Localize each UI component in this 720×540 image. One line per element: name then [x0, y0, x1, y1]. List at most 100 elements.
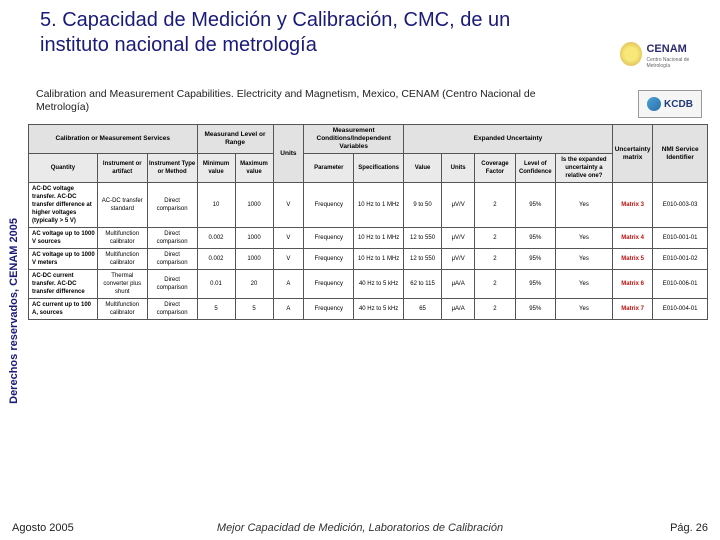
cell: Yes	[555, 249, 612, 270]
cell: 2	[475, 228, 515, 249]
kcdb-logo: KCDB	[638, 90, 702, 118]
cenam-logo-icon	[620, 42, 642, 66]
cell: Thermal converter plus shunt	[97, 270, 147, 299]
col-parameter: Parameter	[304, 154, 354, 183]
col-relative: Is the expanded uncertainty a relative o…	[555, 154, 612, 183]
cell: Multifunction calibrator	[97, 228, 147, 249]
cell: 10	[197, 183, 235, 228]
cell: 5	[197, 299, 235, 320]
cell: A	[273, 299, 304, 320]
cell: Multifunction calibrator	[97, 249, 147, 270]
cell: 0.002	[197, 228, 235, 249]
cell: μA/A	[442, 270, 475, 299]
cell: AC-DC transfer standard	[97, 183, 147, 228]
footer-title: Mejor Capacidad de Medición, Laboratorio…	[0, 522, 720, 534]
cell: 95%	[515, 270, 555, 299]
cenam-logo-text: CENAM	[646, 43, 686, 55]
cell: Yes	[555, 228, 612, 249]
cell: E010-004-01	[653, 299, 708, 320]
cell: AC voltage up to 1000 V meters	[29, 249, 98, 270]
cell: E010-006-01	[653, 270, 708, 299]
cell: A	[273, 270, 304, 299]
kcdb-text: KCDB	[664, 99, 693, 110]
col-coverage: Coverage Factor	[475, 154, 515, 183]
cell: Frequency	[304, 228, 354, 249]
cell: μV/V	[442, 228, 475, 249]
copyright-sidebar: Derechos reservados, CENAM 2005	[6, 176, 22, 446]
cell: Frequency	[304, 249, 354, 270]
cell: 65	[404, 299, 442, 320]
cell: Direct comparison	[147, 249, 197, 270]
cell: Matrix 6	[612, 270, 652, 299]
cell: E010-001-02	[653, 249, 708, 270]
group-conditions: Measurement Conditions/Independent Varia…	[304, 125, 404, 154]
col-instrument: Instrument or artifact	[97, 154, 147, 183]
cell: 95%	[515, 183, 555, 228]
col-matrix: Uncertainty matrix	[612, 125, 652, 183]
cell: 0.01	[197, 270, 235, 299]
cell: Direct comparison	[147, 228, 197, 249]
cell: AC current up to 100 A, sources	[29, 299, 98, 320]
cell: μA/A	[442, 299, 475, 320]
cell: E010-003-03	[653, 183, 708, 228]
cell: 62 to 115	[404, 270, 442, 299]
cell: Frequency	[304, 183, 354, 228]
cell: 40 Hz to 5 kHz	[354, 270, 404, 299]
table-row: AC current up to 100 A, sourcesMultifunc…	[29, 299, 708, 320]
col-confidence: Level of Confidence	[515, 154, 555, 183]
cell: 2	[475, 183, 515, 228]
group-uncertainty: Expanded Uncertainty	[404, 125, 613, 154]
cmc-table: Calibration or Measurement Services Meas…	[28, 124, 708, 320]
group-range: Measurand Level or Range	[197, 125, 273, 154]
table-row: AC-DC voltage transfer. AC-DC transfer d…	[29, 183, 708, 228]
cell: 10 Hz to 1 MHz	[354, 183, 404, 228]
cell: Frequency	[304, 299, 354, 320]
cell: Direct comparison	[147, 270, 197, 299]
col-max: Maximum value	[235, 154, 273, 183]
cell: 1000	[235, 249, 273, 270]
cell: AC-DC voltage transfer. AC-DC transfer d…	[29, 183, 98, 228]
cell: E010-001-01	[653, 228, 708, 249]
cell: μV/V	[442, 249, 475, 270]
col-units: Units	[273, 125, 304, 183]
col-min: Minimum value	[197, 154, 235, 183]
cell: 95%	[515, 249, 555, 270]
cell: Direct comparison	[147, 183, 197, 228]
cell: Yes	[555, 183, 612, 228]
cell: 10 Hz to 1 MHz	[354, 228, 404, 249]
cell: 5	[235, 299, 273, 320]
table-row: AC-DC current transfer. AC-DC transfer d…	[29, 270, 708, 299]
col-spec: Specifications	[354, 154, 404, 183]
cell: 12 to 550	[404, 228, 442, 249]
cell: 12 to 550	[404, 249, 442, 270]
cell: V	[273, 183, 304, 228]
cell: 10 Hz to 1 MHz	[354, 249, 404, 270]
cell: 2	[475, 299, 515, 320]
copyright-text: Derechos reservados, CENAM 2005	[8, 218, 20, 404]
cenam-logo-sub: Centro Nacional de Metrología	[646, 57, 710, 69]
cell: 2	[475, 270, 515, 299]
cell: 40 Hz to 5 kHz	[354, 299, 404, 320]
col-value: Value	[404, 154, 442, 183]
cell: V	[273, 249, 304, 270]
globe-icon	[647, 97, 661, 111]
col-method: Instrument Type or Method	[147, 154, 197, 183]
cell: Multifunction calibrator	[97, 299, 147, 320]
cell: μV/V	[442, 183, 475, 228]
cenam-logo: CENAM Centro Nacional de Metrología	[620, 40, 710, 68]
cell: AC voltage up to 1000 V sources	[29, 228, 98, 249]
cell: Matrix 4	[612, 228, 652, 249]
cmc-table-container: Calibration or Measurement Services Meas…	[28, 124, 708, 320]
cell: Matrix 3	[612, 183, 652, 228]
cell: 20	[235, 270, 273, 299]
cell: 95%	[515, 228, 555, 249]
table-row: AC voltage up to 1000 V sourcesMultifunc…	[29, 228, 708, 249]
cell: AC-DC current transfer. AC-DC transfer d…	[29, 270, 98, 299]
cell: Matrix 7	[612, 299, 652, 320]
cell: V	[273, 228, 304, 249]
group-services: Calibration or Measurement Services	[29, 125, 198, 154]
footer-page: Pág. 26	[670, 522, 708, 534]
col-identifier: NMI Service Identifier	[653, 125, 708, 183]
cell: Yes	[555, 299, 612, 320]
cell: 1000	[235, 183, 273, 228]
